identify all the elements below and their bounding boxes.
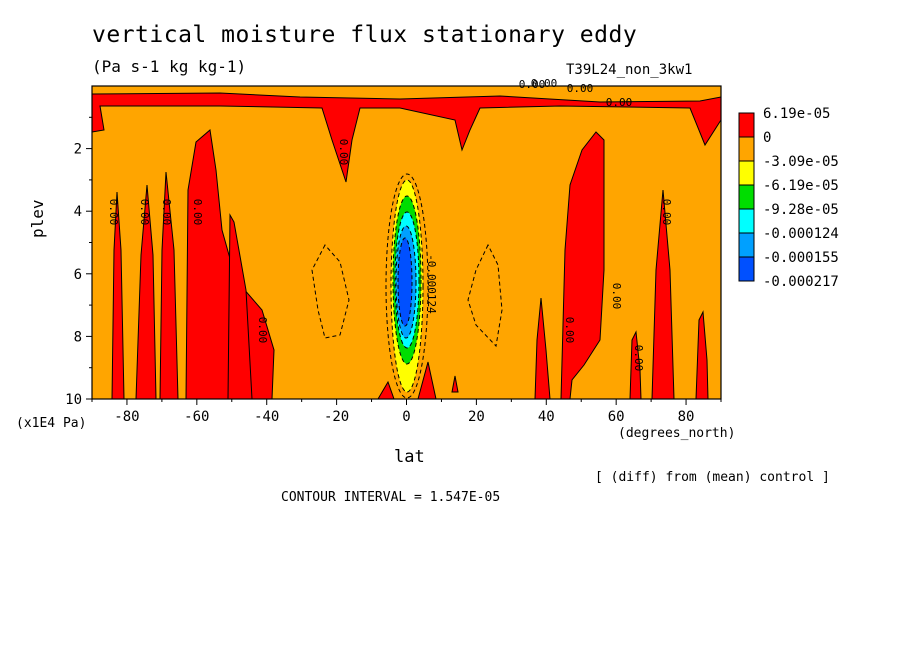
contour-label: 0.00 — [107, 199, 120, 226]
core-blue — [397, 237, 413, 327]
contour-label: 0.00 — [519, 78, 546, 91]
x-axis-unit: (degrees_north) — [618, 426, 736, 441]
contour-label: 0.00 — [337, 139, 350, 166]
red-region-sh-2 — [135, 184, 157, 399]
x-tick-label: 0 — [402, 409, 410, 425]
x-tick-label: -40 — [254, 409, 279, 425]
contour-label: 0.00 — [606, 96, 633, 109]
red-region-nh-5 — [695, 310, 709, 399]
x-tick-label: 60 — [608, 409, 625, 425]
legend-label: -0.000155 — [763, 250, 839, 266]
legend-swatch — [738, 256, 755, 282]
y-axis-unit: (x1E4 Pa) — [16, 416, 87, 431]
red-region-sh-5 — [227, 213, 253, 399]
y-tick-label: 2 — [74, 142, 82, 158]
x-tick-label: -80 — [114, 409, 139, 425]
red-region-nh-2 — [560, 131, 605, 399]
legend-label: -3.09e-05 — [763, 154, 839, 170]
contour-label: 0.00 — [567, 82, 594, 95]
red-region-nh-sliver — [451, 375, 459, 393]
legend-label: -6.19e-05 — [763, 178, 839, 194]
legend-swatch — [738, 160, 755, 186]
red-region-top — [92, 92, 721, 183]
dashed-contour-nh — [467, 243, 503, 348]
y-tick-label: 8 — [74, 329, 82, 345]
dashed-contour-sh — [311, 244, 350, 339]
x-tick-label: 80 — [678, 409, 695, 425]
red-region-nh-1 — [534, 297, 551, 399]
red-region-nh-3 — [629, 330, 642, 399]
x-tick-label: -60 — [184, 409, 209, 425]
legend-swatch — [738, 136, 755, 162]
run-id: T39L24_non_3kw1 — [566, 62, 693, 78]
contour-interval: CONTOUR INTERVAL = 1.547E-05 — [281, 490, 501, 505]
legend-swatch — [738, 232, 755, 258]
x-tick-label: 20 — [468, 409, 485, 425]
contour-label: 0.00 — [191, 199, 204, 226]
diff-note: [ (diff) from (mean) control ] — [595, 470, 830, 485]
red-region-eq-right — [417, 361, 437, 399]
contour-label: 0.00 — [160, 199, 173, 226]
red-region-sh-3 — [159, 171, 179, 399]
contour-field — [92, 86, 721, 399]
legend-label: -0.000124 — [763, 226, 839, 242]
legend-swatch — [738, 184, 755, 210]
red-region-nh-4 — [651, 189, 675, 399]
contour-label: 0.00 — [660, 199, 673, 226]
x-tick-label: 40 — [538, 409, 555, 425]
y-tick-label: 4 — [74, 204, 82, 220]
contour-label: 0.00 — [531, 77, 558, 90]
legend-label: -0.000217 — [763, 274, 839, 290]
contour-label: 0.00 — [138, 199, 151, 226]
core-outer-contour — [385, 173, 429, 399]
chart-units: (Pa s-1 kg kg-1) — [92, 57, 247, 76]
x-axis-label: lat — [394, 447, 425, 467]
y-tick-label: 6 — [74, 267, 82, 283]
contour-label: -0.000124 — [425, 254, 438, 314]
contour-label: 0.00 — [563, 317, 576, 344]
axis-ticks: -80 -60 -40 -20 0 20 40 60 80 2 4 6 8 10 — [65, 116, 722, 425]
x-tick-label: -20 — [324, 409, 349, 425]
legend-swatch — [738, 112, 755, 138]
contour-label: 0.00 — [610, 283, 623, 310]
legend-label: -9.28e-05 — [763, 202, 839, 218]
contour-label: 0.00 — [632, 345, 645, 372]
color-legend: 6.19e-05 0 -3.09e-05 -6.19e-05 -9.28e-05 -0.0… — [738, 106, 839, 290]
red-region-sh-1 — [111, 191, 125, 399]
legend-swatch — [738, 208, 755, 234]
legend-label: 0 — [763, 130, 771, 146]
legend-label: 6.19e-05 — [763, 106, 830, 122]
contour-labels: 0.000.000.000.00 0.00 0.00 0.000.00 0.000.00… — [107, 77, 673, 371]
contour-label: 0.00 — [256, 317, 269, 344]
red-region-eq-left — [377, 380, 395, 399]
chart-title: vertical moisture flux stationary eddy — [92, 22, 638, 48]
y-tick-label: 10 — [65, 392, 82, 408]
